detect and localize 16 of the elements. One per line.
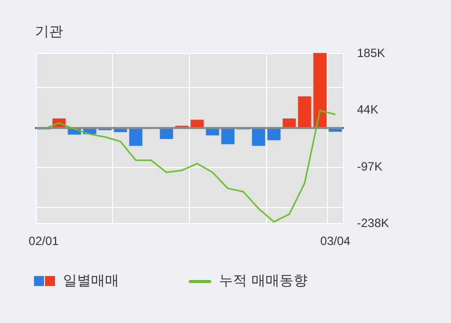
- bar: [252, 127, 266, 146]
- bar: [298, 96, 312, 128]
- legend-label: 일별매매: [63, 272, 119, 290]
- y-tick-label: -238K: [357, 216, 390, 230]
- bar: [282, 118, 296, 128]
- legend-label: 누적 매매동향: [219, 272, 308, 290]
- bar: [190, 120, 204, 128]
- y-tick-label: 185K: [357, 46, 386, 60]
- y-tick-label: -97K: [357, 159, 382, 174]
- line-series: [42, 110, 336, 223]
- y-tick-label: 44K: [357, 102, 378, 117]
- bar: [313, 53, 327, 128]
- x-tick-label: 02/01: [28, 234, 60, 248]
- x-tick-label: 03/04: [320, 234, 351, 248]
- chart-title: 기관: [35, 24, 63, 40]
- bar: [129, 127, 142, 146]
